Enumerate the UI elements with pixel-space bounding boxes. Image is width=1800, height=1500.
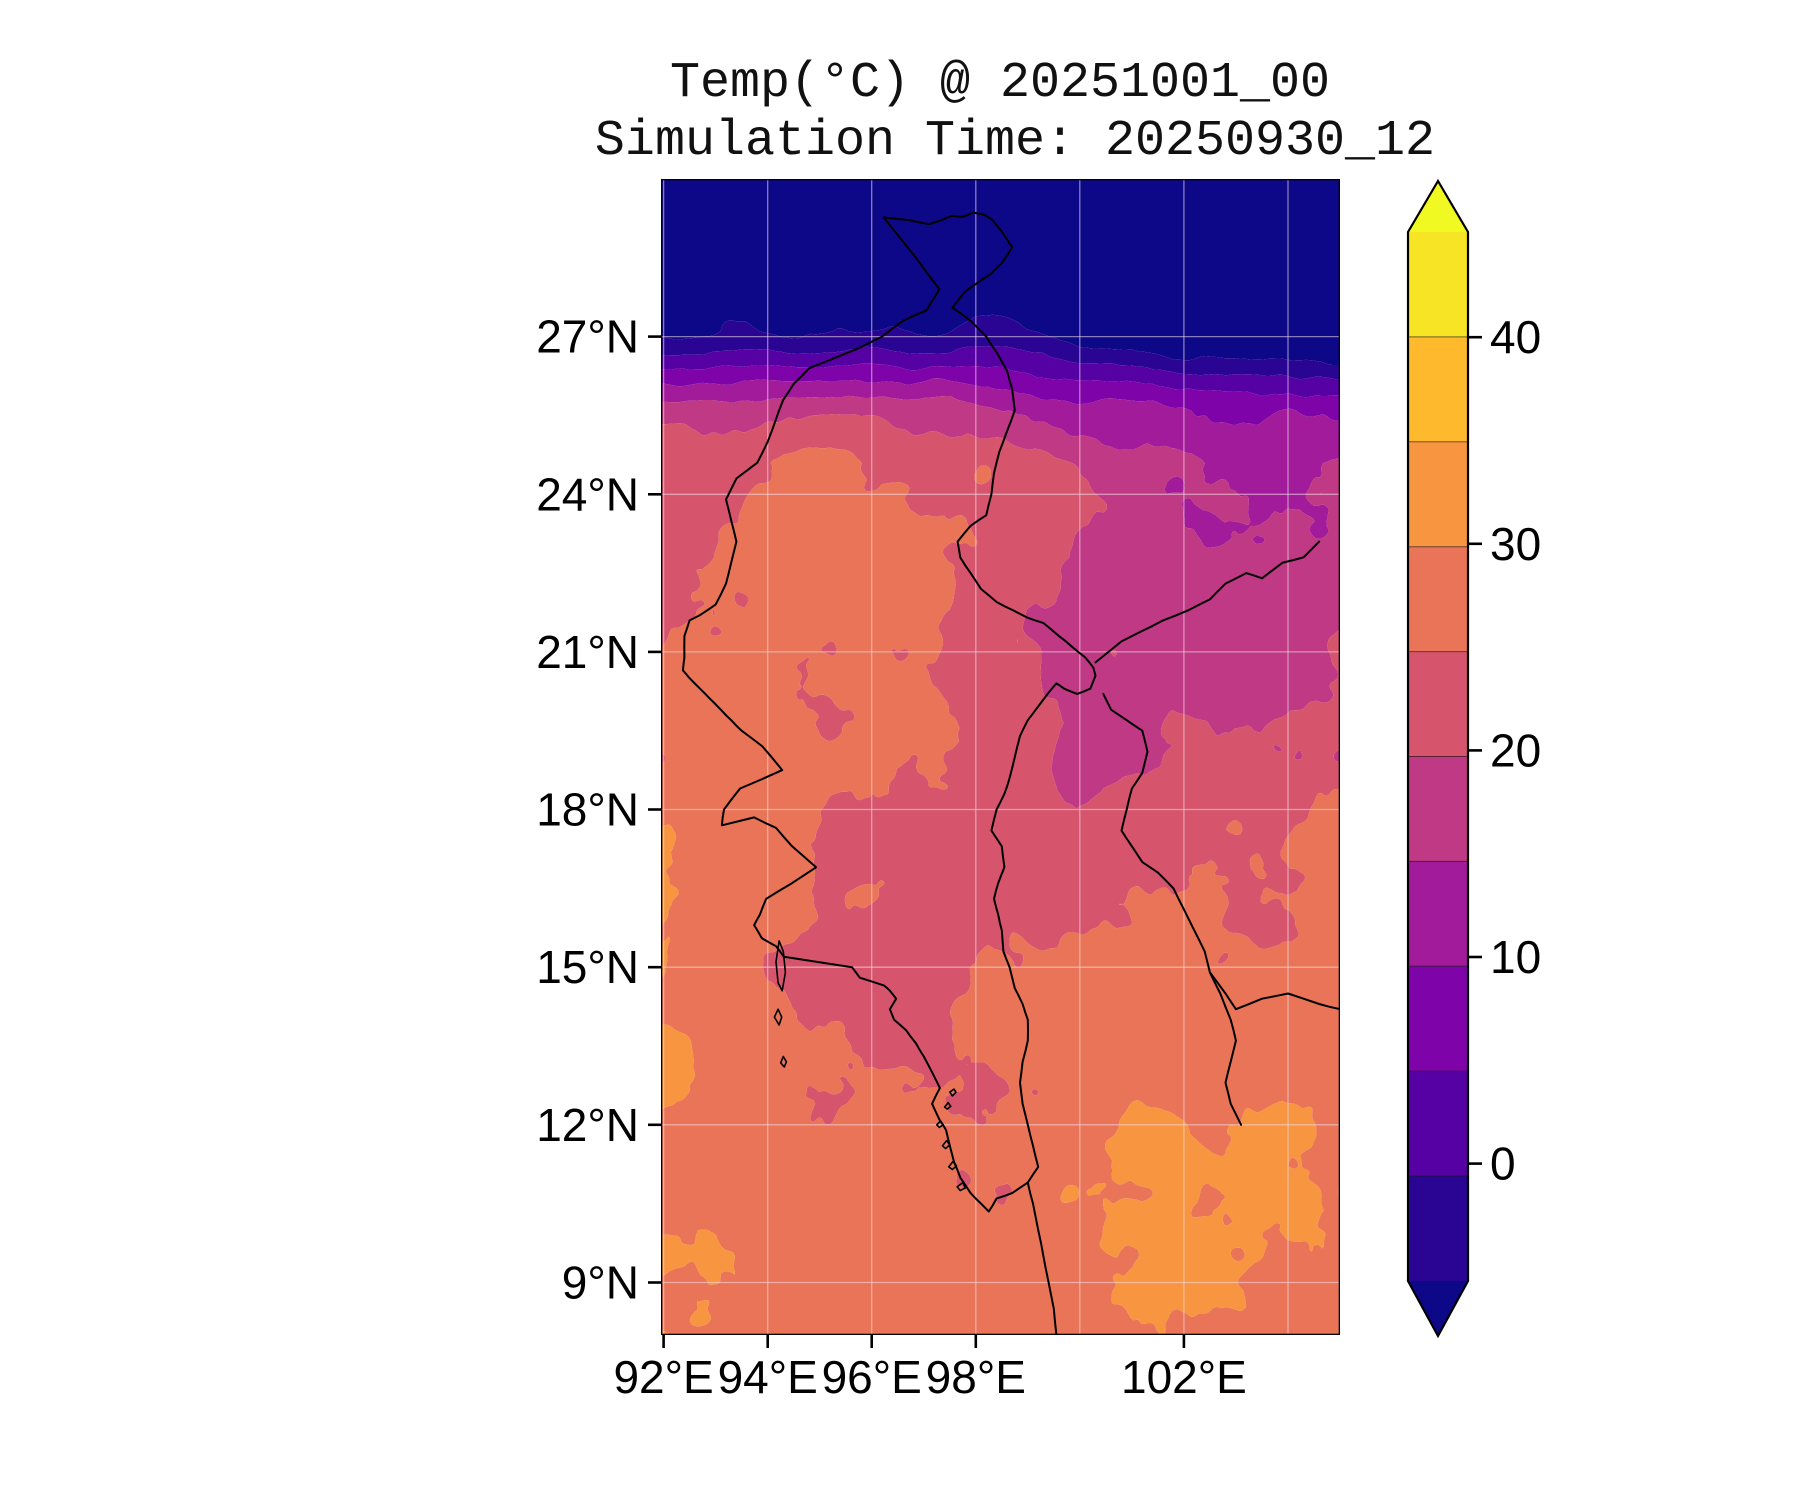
svg-text:96°E: 96°E (822, 1351, 922, 1403)
svg-text:27°N: 27°N (536, 311, 639, 363)
svg-text:18°N: 18°N (536, 784, 639, 836)
svg-text:9°N: 9°N (562, 1257, 639, 1309)
svg-text:15°N: 15°N (536, 941, 639, 993)
svg-text:102°E: 102°E (1121, 1351, 1247, 1403)
svg-text:94°E: 94°E (718, 1351, 818, 1403)
svg-text:0: 0 (1490, 1138, 1516, 1190)
svg-text:10: 10 (1490, 931, 1541, 983)
svg-text:98°E: 98°E (926, 1351, 1026, 1403)
svg-text:30: 30 (1490, 518, 1541, 570)
svg-text:40: 40 (1490, 311, 1541, 363)
svg-text:92°E: 92°E (613, 1351, 713, 1403)
svg-text:12°N: 12°N (536, 1099, 639, 1151)
svg-text:20: 20 (1490, 724, 1541, 776)
svg-text:24°N: 24°N (536, 468, 639, 520)
svg-text:21°N: 21°N (536, 626, 639, 678)
